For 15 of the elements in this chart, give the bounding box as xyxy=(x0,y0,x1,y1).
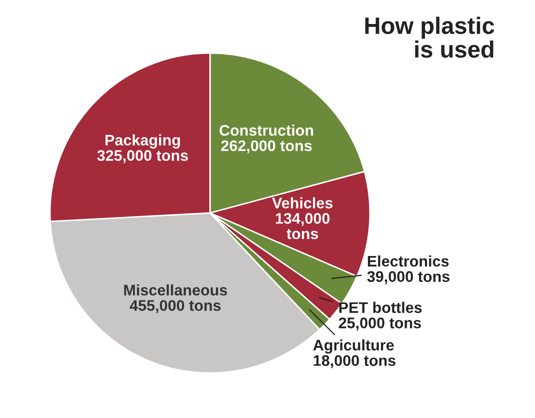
slice-label: Packaging xyxy=(106,134,180,149)
data-label: 39,000 tons xyxy=(367,271,450,284)
slice-label: Miscellaneous xyxy=(124,284,227,296)
slice-label: Vehicles xyxy=(272,197,333,208)
slice-label: Agriculture xyxy=(313,339,394,354)
data-label: 325,000 tons xyxy=(97,150,188,164)
slice-label: Electronics xyxy=(368,255,449,267)
chart-title: How plastic is used xyxy=(365,16,494,58)
data-label: 18,000 tons xyxy=(314,355,396,368)
data-label: 134,000 tons xyxy=(276,212,330,240)
data-label: 455,000 tons xyxy=(130,300,221,314)
data-label: 25,000 tons xyxy=(338,318,421,331)
slice-label: PET bottles xyxy=(339,302,422,313)
data-label: 262,000 tons xyxy=(221,140,312,154)
slice-label: Construction xyxy=(220,124,314,136)
